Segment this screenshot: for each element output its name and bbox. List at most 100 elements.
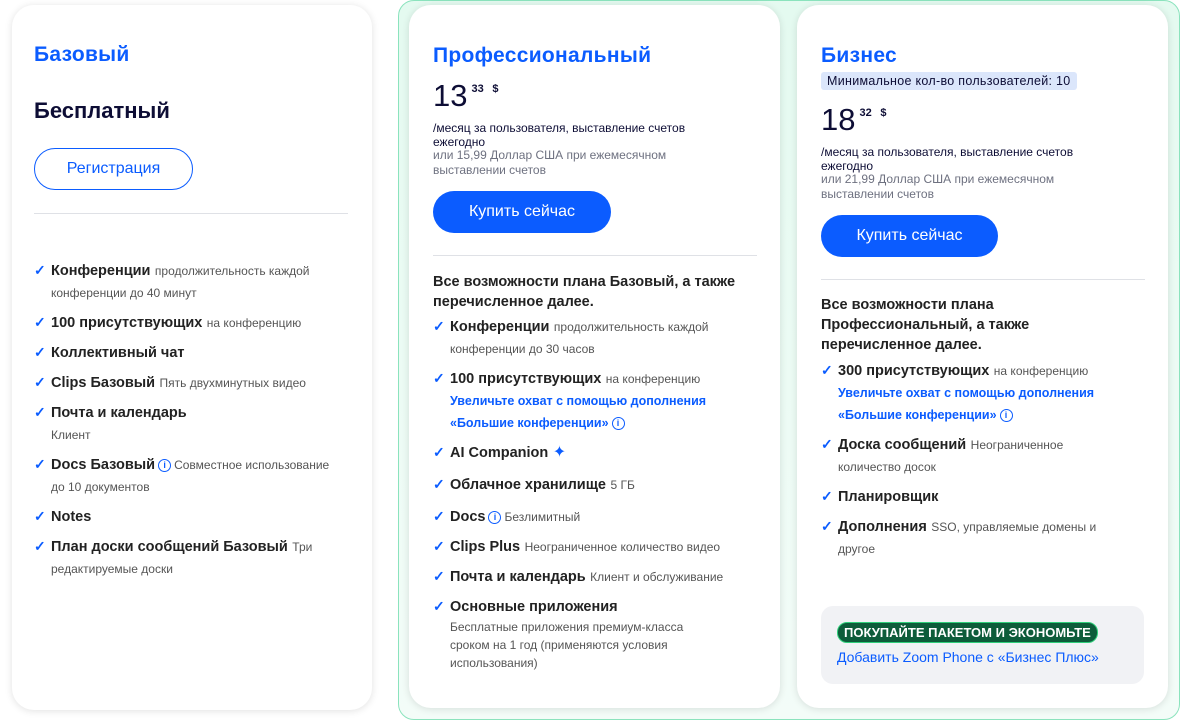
feature: ✓ Облачное хранилище 5 ГБ xyxy=(433,476,635,493)
feature-detail: 5 ГБ xyxy=(610,478,635,492)
feature: ✓ Clips Базовый Пять двухминутных видео xyxy=(34,374,306,391)
feature-detail: продолжительность каждой конференции до … xyxy=(450,320,709,356)
info-icon[interactable]: i xyxy=(158,459,172,472)
feature: ✓ Docs i Безлимитный xyxy=(433,508,581,525)
feature-title: Почта и календарь xyxy=(450,569,586,585)
feature-detail: на конференцию xyxy=(993,364,1089,378)
intro: Все возможности плана Базовый, а также п… xyxy=(433,274,736,310)
feature: ✓ Notes xyxy=(34,508,92,525)
feature-list: ✓ Конференции продолжительность каждой ко… xyxy=(433,316,758,680)
feature-title: Docs xyxy=(450,509,486,525)
plan-name: Базовый xyxy=(34,43,130,66)
addon-link-text[interactable]: Увеличьте охват с помощью дополнения «Бо… xyxy=(450,394,707,430)
feature-detail: продолжительность каждой конференции до … xyxy=(51,264,310,300)
feature-title: Планировщик xyxy=(838,489,939,505)
feature-title: Коллективный чат xyxy=(51,345,185,361)
feature-detail: Совместное использование до 10 документо… xyxy=(51,458,330,494)
feature: ✓ 100 присутствующих на конференцию Увелич… xyxy=(433,368,758,434)
addon-link-text[interactable]: Увеличьте охват с помощью дополнения «Бо… xyxy=(838,386,1095,422)
feature: ✓ Clips Plus Неограниченное количество ви… xyxy=(433,538,721,555)
feature: ✓ План доски сообщений Базовый Три редакт… xyxy=(34,538,313,576)
feature-title: Дополнения xyxy=(838,519,927,535)
signup-button[interactable]: Регистрация xyxy=(34,148,193,190)
feature: ✓ Основные приложения Бесплатные приложени… xyxy=(433,596,758,672)
feature-detail: Неограниченное количество досок xyxy=(838,438,1064,474)
feature: ✓ 100 присутствующих на конференцию xyxy=(34,314,302,331)
divider xyxy=(433,255,757,256)
feature: ✓ Планировщик xyxy=(821,488,939,505)
plan-card: Бизнес Минимальное кол-во пользователей:… xyxy=(797,5,1168,708)
currency: $ xyxy=(492,83,499,95)
feature-title: AI Companion xyxy=(450,445,549,461)
feature-detail: Неограниченное количество видео xyxy=(524,540,721,554)
feature-list: ✓ 300 присутствующих на конференцию Увелич… xyxy=(821,360,1121,568)
feature-title: 100 присутствующих xyxy=(51,315,203,331)
feature-title: 100 присутствующих xyxy=(450,371,602,387)
plan-card: Профессиональный 13 33 $ /месяц за пользо… xyxy=(409,5,780,708)
divider xyxy=(821,279,1145,280)
feature-title: Доска сообщений xyxy=(838,437,967,453)
feature-title: Clips Plus xyxy=(450,539,521,555)
feature: ✓ Конференции продолжительность каждой ко… xyxy=(34,262,310,300)
buy-button[interactable]: Купить сейчас xyxy=(433,191,611,233)
feature-list: ✓ Конференции продолжительность каждой ко… xyxy=(34,260,344,588)
monthly-price: или 15,99 Доллар США при ежемесячном выс… xyxy=(433,148,667,177)
monthly-price: или 21,99 Доллар США при ежемесячном выс… xyxy=(821,172,1055,201)
price: 18 32 $ xyxy=(821,102,886,138)
feature-detail: Бесплатные приложения премиум-класса сро… xyxy=(450,620,684,670)
feature: ✓ Конференции продолжительность каждой ко… xyxy=(433,318,709,356)
sparkle-icon: ✦ xyxy=(552,444,567,461)
feature-title: Docs Базовый xyxy=(51,457,156,473)
feature-title: Почта и календарь xyxy=(51,405,187,421)
feature: ✓ Docs Базовый i Совместное использование д… xyxy=(34,456,330,494)
feature-detail: на конференцию xyxy=(605,372,701,386)
feature-title: 300 присутствующих xyxy=(838,363,990,379)
plan-name: Профессиональный xyxy=(433,44,652,67)
price-cents: 32 xyxy=(859,107,872,119)
billing-period: /месяц за пользователя, выставление счет… xyxy=(433,121,686,149)
feature-detail: Безлимитный xyxy=(504,510,581,524)
feature-title: Облачное хранилище xyxy=(450,477,606,493)
feature: ✓ Дополнения SSO, управляемые домены и др… xyxy=(821,518,1097,556)
promo-tag: ПОКУПАЙТЕ ПАКЕТОМ И ЭКОНОМЬТЕ xyxy=(837,622,1098,643)
feature-detail: SSO, управляемые домены и другое xyxy=(838,520,1097,556)
price-label: Бесплатный xyxy=(34,98,170,123)
addon-link[interactable]: Увеличьте охват с помощью дополнения «Бо… xyxy=(450,390,758,434)
feature-title: Конференции xyxy=(450,319,550,335)
promo-box: ПОКУПАЙТЕ ПАКЕТОМ И ЭКОНОМЬТЕ Добавить Z… xyxy=(821,606,1144,684)
price-cents: 33 xyxy=(471,83,484,95)
min-users-badge: Минимальное кол-во пользователей: 10 xyxy=(821,72,1077,90)
feature-detail: Пять двухминутных видео xyxy=(159,376,306,390)
divider xyxy=(34,213,348,214)
addon-link[interactable]: Увеличьте охват с помощью дополнения «Бо… xyxy=(838,382,1121,426)
intro: Все возможности плана Профессиональный, … xyxy=(821,297,1030,353)
currency: $ xyxy=(880,107,887,119)
buy-button[interactable]: Купить сейчас xyxy=(821,215,998,257)
feature-title: Notes xyxy=(51,509,92,525)
price: 13 33 $ xyxy=(433,78,498,114)
info-icon[interactable]: i xyxy=(999,409,1013,422)
price-whole: 18 xyxy=(821,102,856,137)
promo-link[interactable]: Добавить Zoom Phone с «Бизнес Плюс» xyxy=(837,649,1099,665)
feature: ✓ Почта и календарь Клиент xyxy=(34,404,187,442)
feature-title: Основные приложения xyxy=(450,599,618,615)
price-whole: 13 xyxy=(433,78,468,113)
plan-name: Бизнес xyxy=(821,44,898,67)
feature-detail: на конференцию xyxy=(206,316,302,330)
plan-card: Базовый Бесплатный Регистрация ✓ Конферен… xyxy=(12,5,372,710)
feature-title: План доски сообщений Базовый xyxy=(51,539,288,555)
feature-title: Clips Базовый xyxy=(51,375,156,391)
feature-detail: Три редактируемые доски xyxy=(51,540,313,576)
feature-detail: Клиент и обслуживание xyxy=(590,570,724,584)
feature-title: Конференции xyxy=(51,263,151,279)
info-icon[interactable]: i xyxy=(488,511,502,524)
feature-detail: Клиент xyxy=(51,428,91,442)
billing-period: /месяц за пользователя, выставление счет… xyxy=(821,145,1074,173)
feature: ✓ Почта и календарь Клиент и обслуживание xyxy=(433,568,724,585)
feature: ✓ AI Companion ✦ xyxy=(433,444,567,461)
feature: ✓ 300 присутствующих на конференцию Увелич… xyxy=(821,360,1121,426)
info-icon[interactable]: i xyxy=(611,417,625,430)
feature: ✓ Доска сообщений Неограниченное количест… xyxy=(821,436,1064,474)
feature: ✓ Коллективный чат xyxy=(34,344,185,361)
